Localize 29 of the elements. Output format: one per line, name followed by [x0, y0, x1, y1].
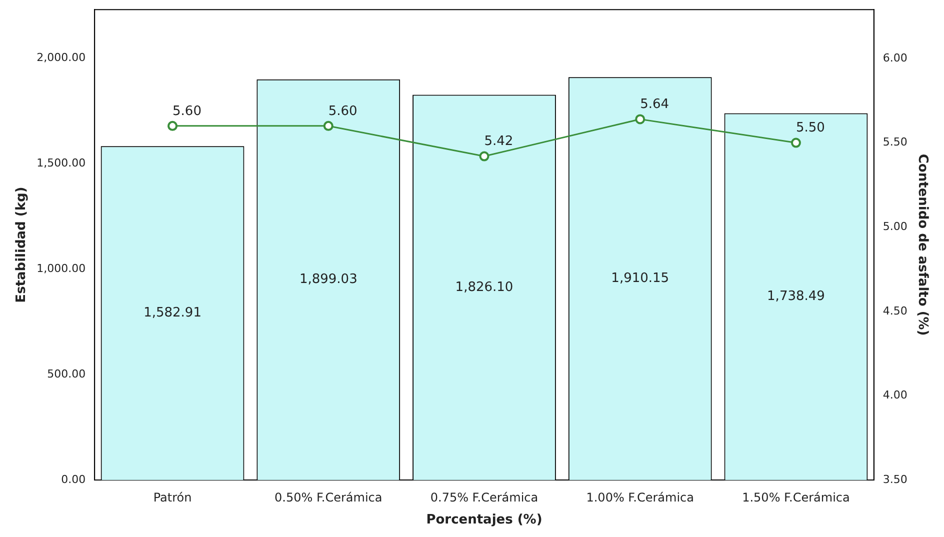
x-axis-title: Porcentajes (%)	[426, 512, 542, 528]
y2-tick-label: 6.00	[882, 51, 908, 64]
y-tick-label: 1,000.00	[36, 262, 86, 275]
y-tick-label: 0.00	[61, 472, 86, 486]
data-label: 5.60	[328, 104, 358, 119]
data-label: 1,910.15	[611, 270, 670, 286]
y2-tick-label: 4.00	[882, 388, 908, 402]
data-label: 5.60	[172, 104, 202, 119]
x-tick-label: 1.00% F.Cerámica	[586, 490, 694, 504]
data-label: 5.42	[484, 134, 514, 150]
x-tick-label: 0.75% F.Cerámica	[430, 490, 538, 504]
x-tick-label: 1.50% F.Cerámica	[742, 490, 850, 504]
y2-tick-label: 4.50	[882, 304, 908, 318]
y-axis-title: Estabilidad (kg)	[14, 186, 30, 303]
y2-tick-label: 3.50	[882, 472, 908, 486]
y-tick-label: 2,000.00	[36, 50, 86, 64]
y-tick-label: 500.00	[47, 367, 86, 380]
data-label: 1,582.91	[144, 305, 202, 320]
x-tick-label: Patrón	[153, 490, 192, 504]
y2-tick-label: 5.00	[882, 220, 908, 233]
y2-tick-label: 5.50	[882, 136, 908, 149]
data-label: 1,738.49	[767, 289, 825, 304]
x-tick-label: 0.50% F.Cerámica	[274, 490, 382, 504]
data-label: 1,899.03	[299, 272, 358, 288]
data-label: 5.64	[640, 97, 670, 112]
y-tick-label: 1,500.00	[36, 156, 86, 170]
y2-axis-title: Contenido de asfalto (%)	[914, 154, 930, 336]
data-label: 5.50	[796, 120, 825, 136]
data-label: 1,826.10	[455, 280, 514, 295]
